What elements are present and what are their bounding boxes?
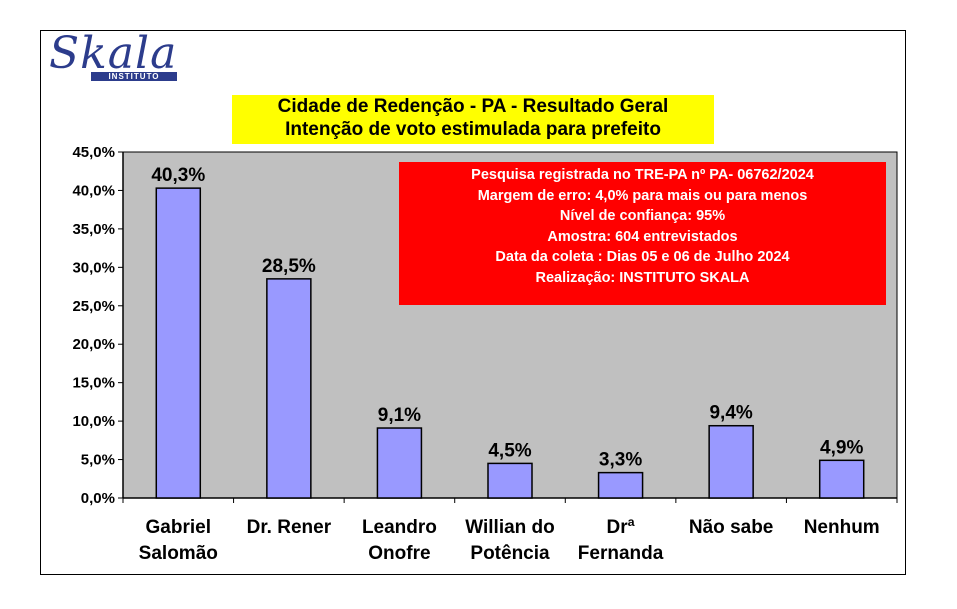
- x-category-label: Potência: [470, 543, 550, 564]
- title-line-2: Intenção de voto estimulada para prefeit…: [285, 119, 661, 140]
- bar: [487, 462, 533, 499]
- y-tick-label: 35,0%: [72, 221, 115, 238]
- survey-info-box: Pesquisa registrada no TRE-PA nº PA- 067…: [399, 162, 886, 305]
- info-line-margin: Margem de erro: 4,0% para mais ou para m…: [477, 187, 808, 204]
- y-tick-label: 15,0%: [72, 375, 115, 392]
- x-category-label: Dr. Rener: [247, 517, 332, 538]
- data-label: 4,9%: [820, 437, 863, 458]
- data-label: 28,5%: [262, 256, 316, 277]
- x-category-label: Onofre: [368, 543, 430, 564]
- x-category-label: Salomão: [139, 543, 218, 564]
- y-tick-label: 0,0%: [81, 490, 115, 507]
- y-tick-label: 5,0%: [81, 452, 115, 469]
- info-line-date: Data da coleta : Dias 05 e 06 de Julho 2…: [495, 249, 790, 265]
- y-tick-label: 25,0%: [72, 298, 115, 315]
- x-category-label: Fernanda: [578, 543, 664, 564]
- bar: [818, 459, 865, 499]
- logo-subword: INSTITUTO: [91, 72, 177, 81]
- bar: [708, 424, 754, 499]
- x-category-label: Não sabe: [689, 517, 773, 538]
- x-category-label: Gabriel: [146, 517, 211, 538]
- y-tick-label: 40,0%: [72, 182, 115, 199]
- info-line-confidence: Nível de confiança: 95%: [559, 208, 726, 224]
- skala-logo: Skala INSTITUTO: [49, 28, 179, 84]
- x-category-label: Nenhum: [804, 517, 880, 538]
- bar: [597, 471, 644, 499]
- bar: [266, 278, 312, 499]
- y-tick-label: 30,0%: [72, 259, 115, 276]
- info-line-registration: Pesquisa registrada no TRE-PA nº PA- 067…: [471, 167, 814, 183]
- y-tick-label: 45,0%: [72, 144, 115, 161]
- info-line-sample: Amostra: 604 entrevistados: [547, 228, 738, 245]
- bar: [376, 427, 423, 499]
- title-line-1: Cidade de Redenção - PA - Resultado Gera…: [277, 96, 669, 117]
- data-label: 4,5%: [488, 440, 531, 461]
- x-category-label: Drª: [606, 517, 635, 538]
- data-label: 9,4%: [709, 403, 752, 424]
- bar: [155, 187, 202, 499]
- y-tick-label: 20,0%: [72, 336, 115, 353]
- x-category-label: Leandro: [362, 517, 437, 538]
- info-line-author: Realização: INSTITUTO SKALA: [535, 269, 750, 286]
- x-category-label: Willian do: [465, 517, 555, 538]
- data-label: 3,3%: [599, 450, 642, 471]
- data-label: 40,3%: [151, 165, 205, 186]
- logo-word: Skala: [49, 28, 178, 79]
- data-label: 9,1%: [378, 405, 421, 426]
- y-tick-label: 10,0%: [72, 413, 115, 430]
- chart-title: Cidade de Redenção - PA - Resultado Gera…: [232, 95, 714, 144]
